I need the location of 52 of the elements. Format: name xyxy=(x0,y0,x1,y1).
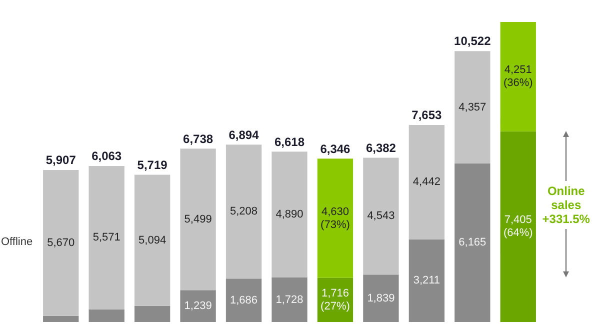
bar xyxy=(500,22,536,132)
total-label: 6,346 xyxy=(319,142,352,156)
bar xyxy=(88,166,124,310)
data-label: 4,890 xyxy=(276,208,304,221)
data-label: 4,543 xyxy=(367,210,395,222)
bar xyxy=(88,309,124,322)
data-label: 4,442 xyxy=(412,176,440,188)
data-label: 5,208 xyxy=(230,206,258,218)
bar xyxy=(454,163,490,322)
data-label: 5,670 xyxy=(47,236,75,249)
data-label: 3,211 xyxy=(413,274,440,287)
total-label: 6,382 xyxy=(364,140,397,155)
bar xyxy=(408,125,445,240)
bar xyxy=(180,148,216,290)
bar xyxy=(500,131,536,322)
bar xyxy=(408,239,445,322)
data-label: 1,839 xyxy=(367,292,395,304)
bar xyxy=(134,174,170,306)
bar xyxy=(43,170,79,316)
total-label: 6,894 xyxy=(228,128,260,142)
data-label: 1,728 xyxy=(276,294,304,306)
data-label: 5,499 xyxy=(184,213,212,226)
total-label: 6,738 xyxy=(182,132,214,146)
text: Online sales +331.5% xyxy=(536,180,596,229)
total-label: 6,063 xyxy=(90,148,123,163)
bar xyxy=(226,278,262,322)
bar xyxy=(272,152,308,278)
bar xyxy=(180,290,216,322)
total-label: 6,618 xyxy=(273,134,306,149)
bar xyxy=(454,51,490,164)
total-label: 7,653 xyxy=(410,108,443,122)
total-label: 5,907 xyxy=(44,152,77,167)
bar xyxy=(317,158,354,278)
bar xyxy=(43,316,79,322)
total-label: 5,719 xyxy=(136,158,168,172)
data-label: 4,630 (73%) xyxy=(320,206,350,231)
series-label: Offline xyxy=(1,236,33,248)
bar xyxy=(363,274,399,322)
data-label: 6,165 xyxy=(458,236,486,249)
bar xyxy=(226,144,262,279)
bar xyxy=(272,278,308,322)
data-label: 1,716 (27%) xyxy=(320,287,350,312)
data-label: 7,405 (64%) xyxy=(503,214,533,240)
total-label: 10,522 xyxy=(453,34,492,48)
data-label: 5,094 xyxy=(138,234,166,246)
data-label: 1,239 xyxy=(184,300,212,312)
bar xyxy=(134,306,170,322)
bar xyxy=(363,158,399,275)
data-label: 4,357 xyxy=(458,101,486,114)
data-label: 1,686 xyxy=(230,294,258,306)
data-label: 4,251 (36%) xyxy=(503,64,533,90)
data-label: 5,571 xyxy=(92,232,120,244)
